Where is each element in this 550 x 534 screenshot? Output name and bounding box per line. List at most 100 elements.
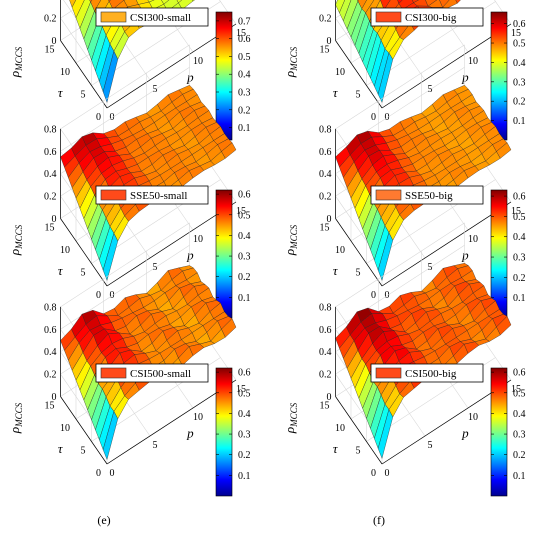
x-tick-label: 15	[511, 28, 521, 39]
y-tick-label: 10	[335, 245, 345, 256]
z-tick-label: 0.2	[319, 14, 332, 25]
y-tick-label: 0	[371, 290, 376, 301]
x-tick-label: 10	[468, 56, 478, 67]
colorbar-tick-label: 0.3	[513, 77, 526, 88]
z-axis-label-subscript: MCCS	[14, 402, 24, 428]
y-axis-label: τ	[333, 85, 339, 100]
y-tick-label: 5	[356, 90, 361, 101]
z-tick-label: 0.2	[44, 192, 57, 203]
z-tick-label: 0.8	[44, 124, 57, 135]
y-tick-label: 15	[320, 45, 330, 56]
y-tick-label: 0	[371, 112, 376, 123]
x-axis-label: p	[461, 248, 469, 263]
z-axis-label-subscript: MCCS	[289, 224, 299, 250]
y-tick-label: 15	[45, 223, 55, 234]
y-axis-line	[335, 218, 383, 287]
grid-line	[335, 44, 465, 130]
z-axis-label: ρMCCS	[282, 46, 299, 78]
z-tick-label: 0	[52, 214, 57, 225]
y-tick-label: 0	[371, 468, 376, 479]
legend-label: CSI500-big	[405, 368, 457, 380]
z-axis-label-subscript: MCCS	[14, 46, 24, 72]
legend-label: CSI300-small	[130, 12, 191, 24]
z-tick-label: 0.8	[319, 124, 332, 135]
legend-label: CSI300-big	[405, 12, 457, 24]
colorbar-tick-label: 0.6	[513, 192, 526, 203]
colorbar-tick-label: 0.3	[513, 430, 526, 441]
surface-patch	[377, 409, 393, 459]
grid-line	[60, 222, 190, 308]
legend-swatch	[100, 367, 127, 379]
x-axis-label: p	[461, 70, 469, 85]
y-axis-line	[335, 40, 383, 109]
legend-label: CSI500-small	[130, 368, 191, 380]
x-tick-label: 5	[428, 440, 433, 451]
colorbar-tick-label: 0.2	[238, 105, 251, 116]
colorbar-tick-label: 0.1	[513, 471, 526, 482]
colorbar	[215, 367, 233, 497]
colorbar-tick-label: 0.1	[513, 293, 526, 304]
colorbar-tick-label: 0.5	[238, 388, 251, 399]
y-tick-label: 10	[60, 245, 70, 256]
z-tick-label: 0.2	[319, 370, 332, 381]
colorbar-tick-label: 0.5	[238, 210, 251, 221]
z-tick-label: 0.4	[44, 169, 57, 180]
chart-panel: 05101505101500.20.40.60.8pτρMCCS(c)SSE50…	[7, 44, 251, 349]
y-tick-label: 10	[335, 423, 345, 434]
x-tick-label: 10	[193, 56, 203, 67]
z-tick-label: 0	[52, 36, 57, 47]
z-tick-label: 0.2	[319, 192, 332, 203]
z-tick-label: 0.6	[319, 147, 332, 158]
surface-patch	[377, 52, 393, 103]
x-tick-label: 0	[385, 468, 390, 479]
colorbar-tick-label: 0.4	[238, 231, 251, 242]
surface-patch	[335, 0, 345, 14]
x-tick-label: 15	[236, 206, 246, 217]
z-axis-label: ρMCCS	[7, 402, 24, 434]
y-tick-label: 0	[96, 468, 101, 479]
colorbar-tick-label: 0.5	[513, 39, 526, 50]
x-tick-label: 15	[511, 206, 521, 217]
y-tick-label: 5	[81, 90, 86, 101]
z-tick-label: 0.8	[44, 302, 57, 313]
chart-panel: 05101505101500.20.40.60.8pτρMCCS(f)CSI50…	[282, 222, 526, 527]
colorbar-tick-label: 0.7	[238, 16, 251, 27]
z-axis-label-symbol: ρ	[282, 71, 297, 78]
legend-swatch	[375, 189, 402, 201]
z-tick-label: 0.6	[44, 325, 57, 336]
grid-line	[335, 222, 465, 308]
y-tick-label: 10	[60, 67, 70, 78]
z-tick-label: 0.4	[319, 0, 332, 2]
surface-patch	[397, 0, 403, 4]
colorbar-tick-label: 0.2	[238, 272, 251, 283]
colorbar	[215, 11, 233, 141]
z-tick-label: 0.2	[44, 14, 57, 25]
y-axis-label: τ	[333, 263, 339, 278]
y-axis-line	[60, 218, 108, 287]
z-tick-label: 0.8	[319, 302, 332, 313]
x-axis-line	[106, 23, 237, 109]
z-axis-label: ρMCCS	[282, 402, 299, 434]
legend-label: SSE50-big	[405, 190, 453, 202]
y-tick-label: 0	[96, 290, 101, 301]
z-axis-label-subscript: MCCS	[289, 46, 299, 72]
chart-panel: 05101505101500.20.40.60.8pτρMCCS(b)CSI30…	[282, 0, 526, 171]
x-tick-label: 10	[193, 234, 203, 245]
y-axis-label: τ	[58, 85, 64, 100]
x-tick-label: 10	[468, 234, 478, 245]
x-axis-label: p	[186, 70, 194, 85]
colorbar	[490, 367, 508, 497]
legend-swatch	[375, 11, 402, 23]
y-tick-label: 10	[60, 423, 70, 434]
colorbar-tick-label: 0.6	[513, 19, 526, 30]
colorbar-tick-label: 0.5	[238, 52, 251, 63]
z-tick-label: 0.4	[319, 169, 332, 180]
colorbar-tick-label: 0.6	[238, 190, 251, 201]
legend-swatch	[375, 367, 402, 379]
surface-patch	[102, 232, 118, 281]
colorbar-tick-label: 0.3	[513, 253, 526, 264]
y-tick-label: 15	[45, 401, 55, 412]
x-axis-label: p	[186, 426, 194, 441]
x-axis-line	[106, 379, 237, 465]
colorbar-tick-label: 0.4	[513, 232, 526, 243]
